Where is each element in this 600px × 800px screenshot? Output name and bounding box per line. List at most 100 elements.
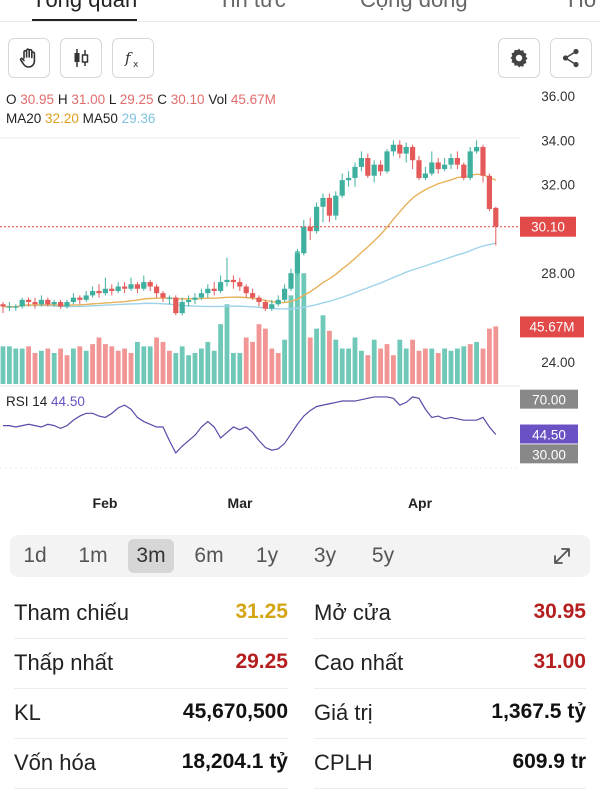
volume-bar <box>218 324 223 384</box>
rsi-line <box>3 396 497 454</box>
volume-bar <box>211 350 217 384</box>
volume-bar <box>455 348 460 384</box>
candle-body <box>205 288 211 294</box>
volume-value: 45.67M <box>230 92 276 107</box>
shares-label: CPLH <box>314 750 373 775</box>
candle-body <box>262 302 268 309</box>
volume-bar <box>333 339 339 384</box>
tab-overview[interactable]: Tổng quan <box>32 0 138 21</box>
high-value: 31.00 <box>71 92 106 107</box>
high-price-value: 31.00 <box>533 650 586 673</box>
volume-bar <box>397 339 403 384</box>
candle-body <box>294 253 300 274</box>
ma50-line <box>2 242 496 310</box>
candle-body <box>326 197 332 216</box>
volume-bar <box>0 346 6 384</box>
volume-bar <box>423 348 428 384</box>
volume-bar <box>307 337 313 384</box>
expand-icon[interactable] <box>550 544 574 568</box>
indicator-button[interactable]: f x <box>112 38 154 78</box>
volume-bar <box>359 350 364 384</box>
candle-body <box>422 173 428 178</box>
candle-body <box>51 302 57 305</box>
ohlc-legend: O 30.95 H 31.00 L 29.25 C 30.10 Vol 45.6… <box>6 92 276 107</box>
stats-row: Vốn hóa 18,204.1 tỷ CPLH 609.9 tr <box>0 740 600 790</box>
range-3y[interactable]: 3y <box>313 544 337 567</box>
tab-community[interactable]: Cộng đồng <box>360 0 468 13</box>
candle-body <box>166 297 172 299</box>
range-1m[interactable]: 1m <box>78 544 108 567</box>
rsi-current-tag-label: 44.50 <box>532 428 566 443</box>
chart-canvas[interactable]: 36.0034.0032.0030.0028.0026.0024.0030.10… <box>0 86 600 526</box>
tab-news[interactable]: Tin tức <box>218 0 286 13</box>
rsi-value: 44.50 <box>51 394 85 409</box>
candle-body <box>198 293 204 298</box>
volume-bar <box>339 348 345 384</box>
range-5y[interactable]: 5y <box>371 544 395 567</box>
volume-bar <box>461 346 467 384</box>
volume-bar <box>403 348 409 384</box>
volume-bar <box>90 344 95 384</box>
volume-bar <box>115 350 121 384</box>
candle-body <box>429 162 435 174</box>
volume-bar <box>448 350 454 384</box>
chart-type-button[interactable] <box>60 38 102 78</box>
range-6m[interactable]: 6m <box>194 544 224 567</box>
range-1y[interactable]: 1y <box>255 544 279 567</box>
price-chart[interactable]: 36.0034.0032.0030.0028.0026.0024.0030.10… <box>0 86 600 526</box>
share-button[interactable] <box>550 38 592 78</box>
top-tab-bar: Tổng quan Tin tức Cộng đồng Hồ sơ <box>0 0 600 22</box>
share-icon <box>562 48 579 68</box>
market-cap-label: Vốn hóa <box>14 750 96 775</box>
ma20-value: 32.20 <box>45 111 79 126</box>
volume-stat: KL 45,670,500 <box>14 690 288 739</box>
month-label: Apr <box>408 495 433 511</box>
volume-bar <box>487 328 492 384</box>
range-3m[interactable]: 3m <box>128 539 174 573</box>
gear-icon <box>510 48 528 68</box>
price-axis-label: 32.00 <box>541 178 575 193</box>
volume-bar <box>263 328 268 384</box>
volume-bar <box>199 348 204 384</box>
open-key: O <box>6 92 17 107</box>
svg-text:x: x <box>133 60 139 70</box>
volume-bar <box>493 326 499 384</box>
candle-body <box>109 288 115 291</box>
volume-bar <box>45 348 51 384</box>
candle-body <box>13 306 19 308</box>
candle-body <box>339 180 345 196</box>
rsi-30-tag <box>520 444 578 464</box>
volume-bar <box>237 352 243 384</box>
price-tag-label: 30.10 <box>531 220 565 235</box>
candle-body <box>256 297 262 303</box>
candle-body <box>461 164 467 178</box>
candle-body <box>486 175 492 209</box>
volume-bar <box>71 348 76 384</box>
volume-bar <box>269 348 275 384</box>
candle-body <box>442 164 448 170</box>
candle-body <box>416 160 422 178</box>
range-1d[interactable]: 1d <box>23 544 47 567</box>
volume-bar <box>250 341 255 384</box>
volume-bar <box>77 346 83 384</box>
function-icon: f x <box>124 49 139 70</box>
stats-row: Tham chiếu 31.25 Mở cửa 30.95 <box>0 590 600 640</box>
volume-bar <box>224 304 230 384</box>
candle-body <box>358 158 364 167</box>
settings-button[interactable] <box>498 38 540 78</box>
volume-bar <box>371 339 377 384</box>
candle-body <box>301 226 307 254</box>
open-label: Mở cửa <box>314 600 391 625</box>
candle-body <box>230 279 236 283</box>
ma50-key: MA50 <box>82 111 118 126</box>
candle-body <box>64 302 70 307</box>
chart-toolbar: f x <box>0 38 600 82</box>
volume-bar <box>103 344 108 384</box>
volume-bar <box>282 339 287 384</box>
low-value: 29.25 <box>119 92 154 107</box>
volume-bar <box>19 348 25 384</box>
hand-tool-button[interactable] <box>8 38 50 78</box>
candle-body <box>384 151 390 172</box>
tab-profile[interactable]: Hồ sơ <box>568 0 600 13</box>
volume-bar <box>467 344 473 384</box>
